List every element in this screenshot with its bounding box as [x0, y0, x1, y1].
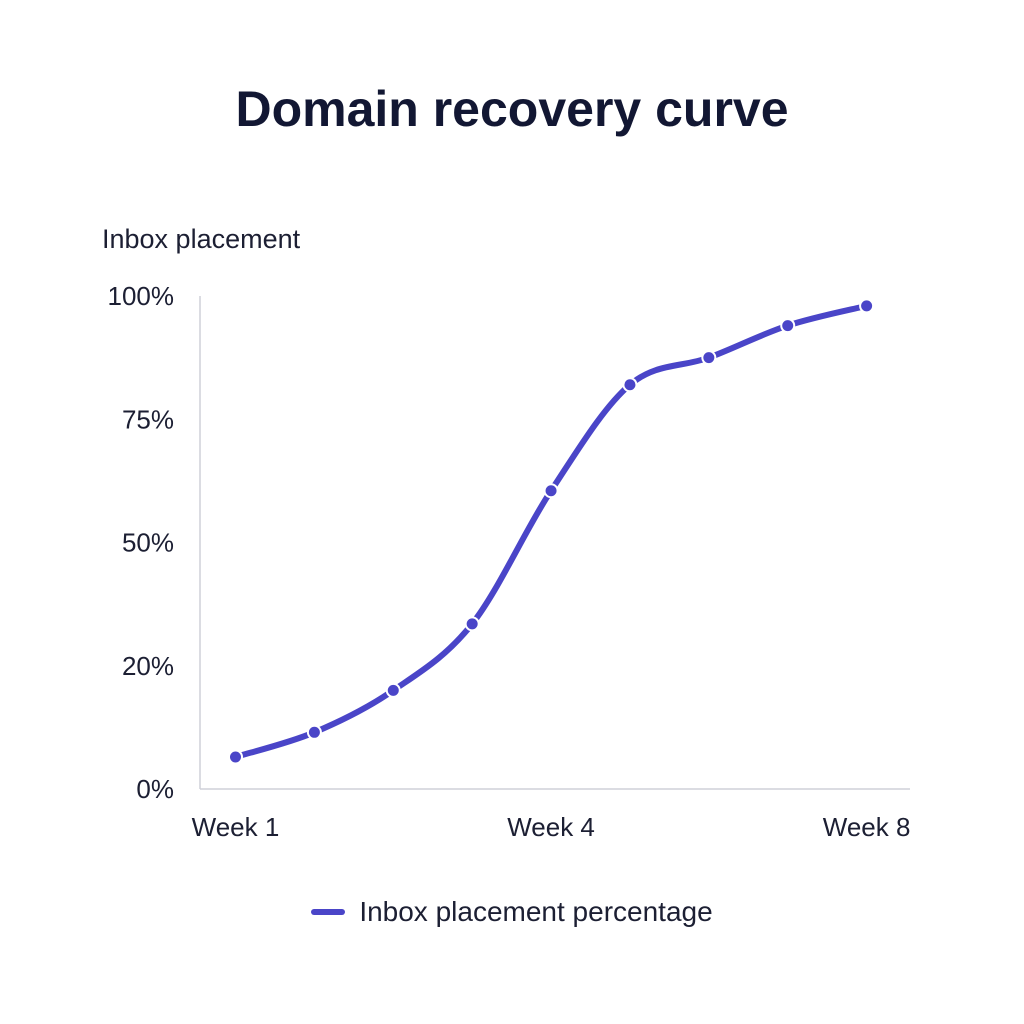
x-tick-label: Week 1: [192, 812, 280, 842]
data-point: [701, 350, 717, 366]
chart-title: Domain recovery curve: [235, 81, 789, 137]
y-axis-title: Inbox placement: [102, 224, 301, 254]
data-point: [780, 318, 796, 334]
series-line: [232, 302, 870, 760]
y-tick-labels: 0% 20% 50% 75% 100%: [108, 281, 175, 804]
y-tick-label: 50%: [122, 528, 174, 558]
y-tick-label: 20%: [122, 651, 174, 681]
x-tick-label: Week 8: [823, 812, 911, 842]
data-point: [543, 483, 559, 499]
series-group: [228, 298, 875, 765]
legend-label: Inbox placement percentage: [359, 896, 713, 927]
data-point: [859, 298, 875, 314]
y-tick-label: 0%: [136, 774, 174, 804]
data-point: [622, 377, 638, 393]
x-tick-labels: Week 1 Week 4 Week 8: [192, 812, 911, 842]
x-tick-label: Week 4: [507, 812, 595, 842]
y-tick-label: 100%: [108, 281, 175, 311]
data-point: [306, 724, 322, 740]
legend: Inbox placement percentage: [0, 896, 1024, 928]
data-point: [464, 616, 480, 632]
data-point: [385, 682, 401, 698]
y-tick-label: 75%: [122, 404, 174, 434]
data-point: [228, 749, 243, 765]
legend-swatch: [311, 909, 346, 915]
